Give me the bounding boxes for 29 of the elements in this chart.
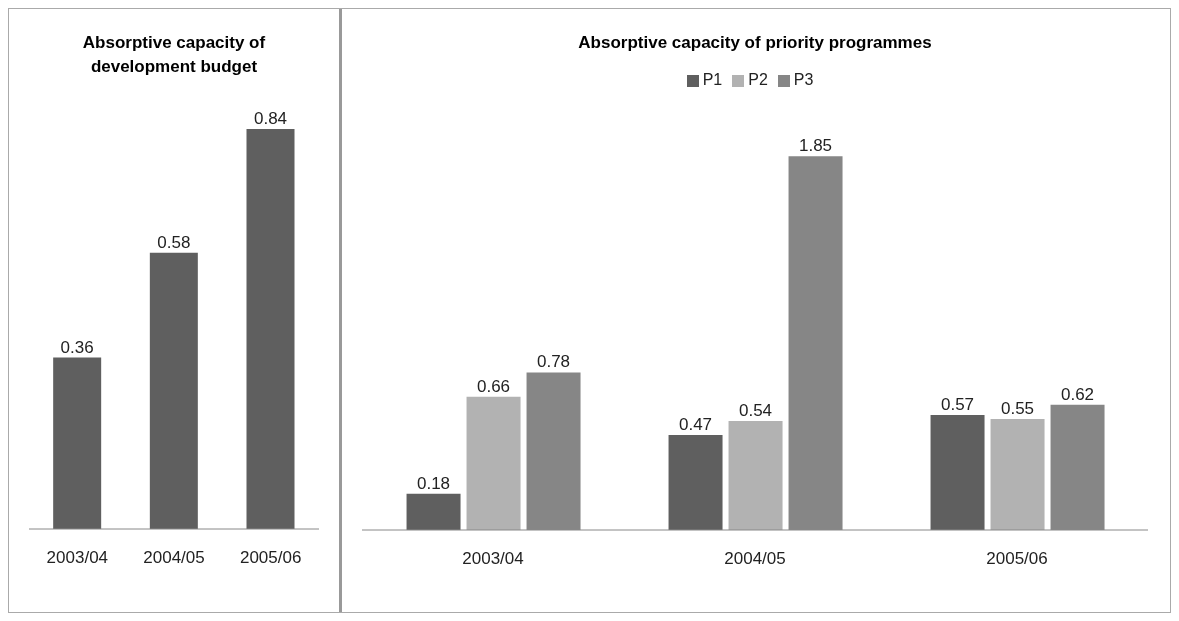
chart-title: Absorptive capacity of development budget: [81, 32, 267, 78]
data-label: 0.55: [1000, 398, 1035, 418]
data-label: 0.18: [416, 473, 451, 493]
chart-title: Absorptive capacity of priority programmes: [577, 32, 933, 54]
x-tick-label: 2004/05: [724, 549, 786, 569]
data-label: 1.85: [798, 136, 833, 156]
bar: [406, 493, 461, 530]
data-label: 0.36: [60, 337, 94, 357]
data-label: 0.84: [253, 109, 288, 128]
x-tick-label: 2004/05: [143, 548, 205, 568]
data-label: 0.62: [1060, 384, 1095, 404]
x-tick-label: 2003/04: [462, 549, 524, 569]
x-tick-label: 2003/04: [46, 548, 109, 568]
data-label: 0.47: [678, 415, 713, 435]
bar: [466, 396, 521, 530]
data-label: 0.54: [738, 400, 773, 420]
data-label: 0.66: [476, 376, 511, 396]
x-tick-label: 2005/06: [986, 549, 1048, 569]
data-label: 0.78: [536, 352, 571, 372]
bar: [990, 418, 1045, 530]
data-label: 0.57: [940, 394, 975, 414]
bar: [668, 435, 723, 530]
x-tick-label: 2005/06: [239, 548, 302, 568]
bar: [728, 420, 783, 530]
legend-label: P3: [793, 71, 814, 88]
legend-label: P2: [748, 71, 768, 88]
data-label: 0.58: [157, 232, 191, 252]
bar: [930, 414, 985, 530]
legend-label: P1: [702, 71, 723, 88]
